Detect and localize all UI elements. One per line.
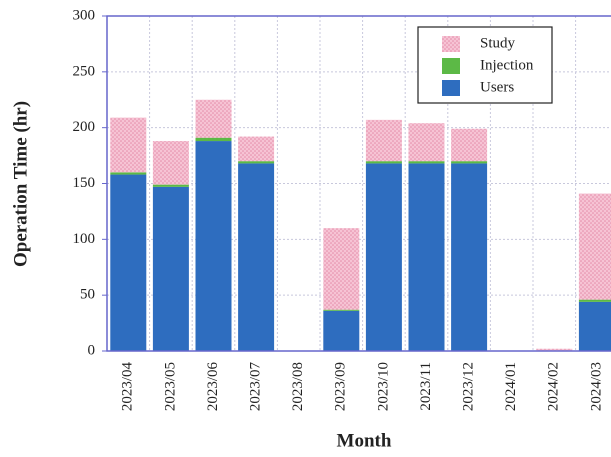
bar-segment [323,228,360,310]
bar-segment [110,172,147,175]
x-tick-label: 2023/10 [375,362,391,411]
x-tick-label: 2024/01 [503,362,519,411]
bar-segment [195,137,232,142]
x-tick-label: 2024/02 [546,362,562,411]
legend-label: Study [480,35,516,51]
y-tick-label: 0 [88,342,96,358]
x-tick-label: 2023/04 [120,362,136,412]
bar-segment [408,163,445,351]
bar-segment [152,184,189,187]
legend-box [417,26,553,104]
y-tick-label: 250 [73,63,96,79]
x-tick-label: 2023/12 [461,362,477,411]
x-tick-label: 2024/03 [588,362,604,411]
bar-segment [323,309,360,311]
bar-segment [365,161,402,164]
bar-segment [152,186,189,351]
bar-segment [451,163,488,351]
bar-segment [365,163,402,351]
bar-segment [408,123,445,162]
bar-segment [238,136,275,162]
legend-swatch [442,58,460,74]
legend-label: Users [480,79,514,95]
x-tick-label: 2023/07 [248,362,264,412]
x-tick-label: 2023/08 [290,362,306,411]
bar-segment [451,161,488,164]
y-tick-label: 300 [73,7,96,23]
bar-segment [238,163,275,351]
y-tick-label: 50 [80,287,95,303]
legend-swatch [442,36,460,52]
bar-segment [536,348,573,351]
y-axis-label: Operation Time (hr) [10,101,31,267]
bar-segment [238,161,275,164]
bar-segment [578,299,611,302]
bar-segment [451,128,488,162]
plot-frame [106,15,611,352]
bar-segment [578,301,611,351]
x-tick-label: 2023/06 [205,362,221,412]
x-tick-label: 2023/11 [418,362,434,411]
x-axis-label: Month [337,430,392,451]
y-tick-label: 200 [73,119,96,135]
legend-label: Injection [480,57,534,73]
bar-segment [408,161,445,164]
bar-segment [195,141,232,351]
y-tick-label: 100 [73,231,96,247]
x-tick-label: 2023/05 [162,362,178,411]
bar-segment [365,119,402,162]
legend-swatch [442,80,460,96]
bar-segment [110,174,147,351]
bar-segment [110,117,147,173]
y-tick-label: 150 [73,175,96,191]
bar-segment [152,141,189,185]
bar-segment [323,310,360,351]
bar-segment [195,99,232,138]
bar-segment [578,193,611,300]
x-tick-label: 2023/09 [333,362,349,411]
